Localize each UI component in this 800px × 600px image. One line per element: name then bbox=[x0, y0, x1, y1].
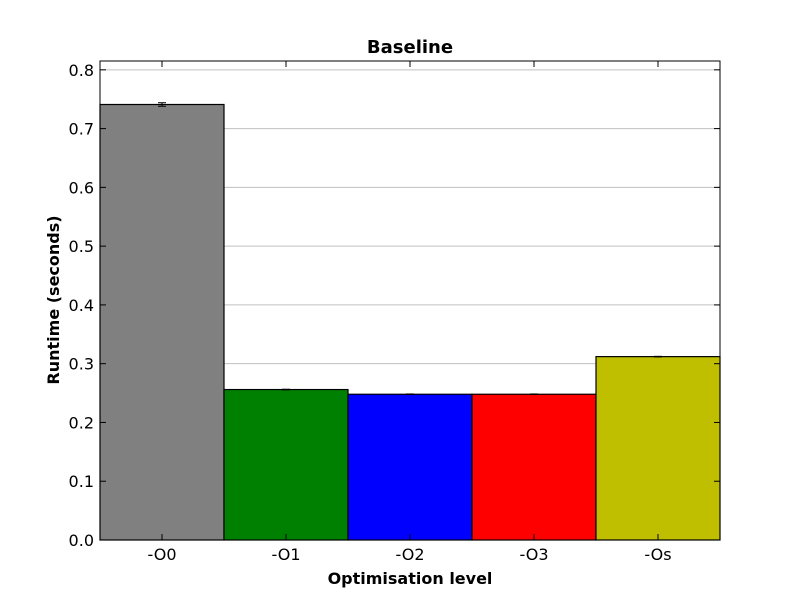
bar bbox=[595, 356, 721, 541]
x-tick-label: -Os bbox=[644, 545, 671, 564]
bars bbox=[99, 103, 721, 541]
y-tick-label: 0.8 bbox=[69, 61, 94, 80]
bar bbox=[471, 393, 597, 541]
chart-title: Baseline bbox=[367, 37, 453, 58]
x-axis-ticks: -O0 -O1 -O2 -O3 -Os bbox=[148, 61, 672, 564]
x-tick-label: -O1 bbox=[272, 545, 301, 564]
y-tick-label: 0.7 bbox=[69, 120, 94, 139]
y-tick-label: 0.5 bbox=[69, 237, 94, 256]
y-axis-label: Runtime (seconds) bbox=[44, 215, 63, 384]
y-tick-label: 0.0 bbox=[69, 531, 94, 550]
bar bbox=[347, 393, 473, 541]
y-tick-label: 0.2 bbox=[69, 413, 94, 432]
x-tick-label: -O0 bbox=[148, 545, 177, 564]
x-axis-label: Optimisation level bbox=[328, 569, 493, 588]
y-axis-ticks: 0.0 0.1 0.2 0.3 0.4 0.5 0.6 0.7 0.8 bbox=[69, 61, 720, 550]
y-tick-label: 0.1 bbox=[69, 472, 94, 491]
y-tick-label: 0.6 bbox=[69, 178, 94, 197]
error-bars bbox=[158, 102, 662, 396]
x-tick-label: -O3 bbox=[520, 545, 549, 564]
bar bbox=[223, 388, 349, 541]
x-tick-label: -O2 bbox=[396, 545, 425, 564]
y-tick-label: 0.4 bbox=[69, 296, 94, 315]
y-tick-label: 0.3 bbox=[69, 355, 94, 374]
bar bbox=[99, 103, 225, 541]
